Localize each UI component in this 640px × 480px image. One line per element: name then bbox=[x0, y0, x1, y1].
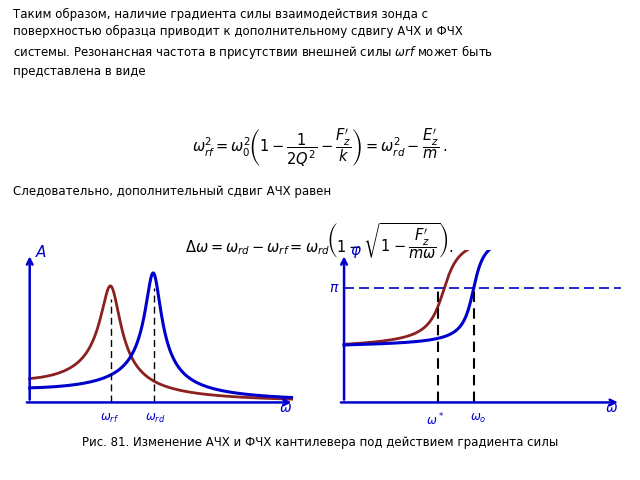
Text: $\pi$: $\pi$ bbox=[330, 281, 340, 296]
Text: $A$: $A$ bbox=[35, 244, 47, 260]
Text: $\varphi$: $\varphi$ bbox=[350, 244, 362, 260]
Text: $\omega$: $\omega$ bbox=[280, 400, 292, 415]
Text: $\omega_{rf}^2 = \omega_0^2\!\left(1 - \dfrac{1}{2Q^2} - \dfrac{F_z'}{k}\right) : $\omega_{rf}^2 = \omega_0^2\!\left(1 - \… bbox=[192, 127, 448, 169]
Text: $\omega_{rf}$: $\omega_{rf}$ bbox=[100, 411, 120, 425]
Text: Рис. 81. Изменение АЧХ и ФЧХ кантилевера под действием градиента силы: Рис. 81. Изменение АЧХ и ФЧХ кантилевера… bbox=[82, 436, 558, 449]
Text: $\omega^*$: $\omega^*$ bbox=[426, 411, 444, 428]
Text: $\omega_{rd}$: $\omega_{rd}$ bbox=[145, 411, 165, 425]
Text: $\Delta\omega = \omega_{rd} - \omega_{rf} = \omega_{rd}\!\left(1 - \sqrt{1 - \df: $\Delta\omega = \omega_{rd} - \omega_{rf… bbox=[186, 222, 454, 261]
Text: $\omega_o$: $\omega_o$ bbox=[470, 411, 486, 425]
Text: Таким образом, наличие градиента силы взаимодействия зонда с
поверхностью образц: Таким образом, наличие градиента силы вз… bbox=[13, 8, 493, 78]
Text: $\omega$: $\omega$ bbox=[605, 400, 618, 415]
Text: Следовательно, дополнительный сдвиг АЧХ равен: Следовательно, дополнительный сдвиг АЧХ … bbox=[13, 185, 331, 198]
